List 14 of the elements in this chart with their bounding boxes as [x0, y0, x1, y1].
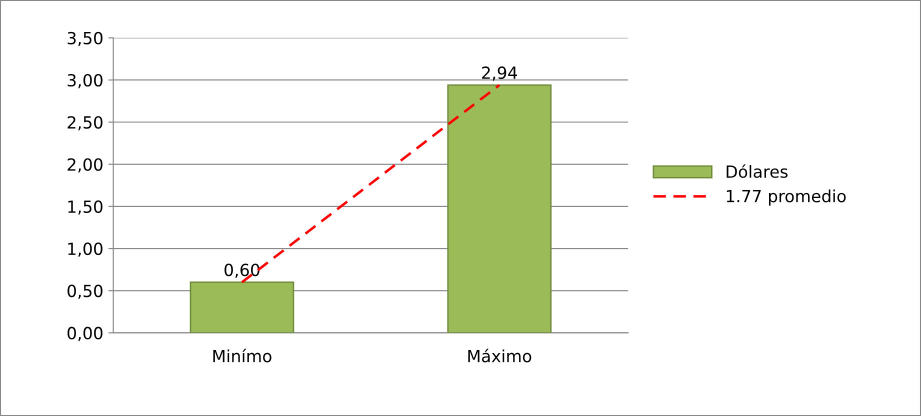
y-tick-label: 1,00: [68, 242, 102, 257]
y-tick-label: 2,00: [68, 158, 102, 173]
y-tick-label: 1,50: [68, 200, 102, 215]
x-tick-label: Máximo: [468, 348, 532, 362]
data-label: 0,60: [224, 264, 260, 278]
y-tick-label: 0,50: [68, 284, 102, 299]
y-tick-label: 2,50: [68, 116, 102, 130]
legend-label: Dólares: [726, 164, 788, 178]
x-tick-label: Minímo: [213, 348, 272, 362]
y-tick-label: 3,50: [68, 32, 102, 46]
y-tick-label: 3,00: [68, 74, 102, 88]
legend-label: 1.77 promedio: [726, 189, 846, 206]
y-tick-label: 0,00: [68, 326, 102, 342]
data-label: 2,94: [482, 66, 518, 81]
